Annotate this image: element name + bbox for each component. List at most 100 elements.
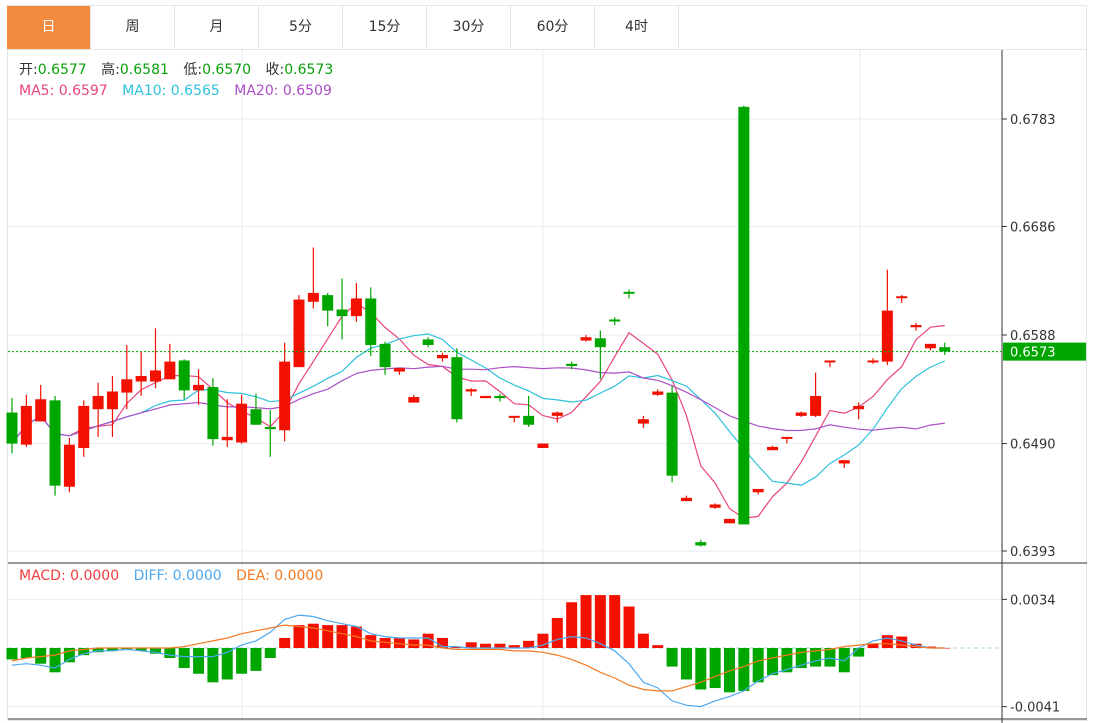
ma5-legend: MA5: 0.6597 bbox=[19, 83, 108, 99]
macd-bar bbox=[709, 648, 721, 689]
macd-bar bbox=[666, 648, 678, 667]
candle bbox=[350, 282, 362, 322]
candle bbox=[164, 343, 176, 380]
candle bbox=[63, 438, 75, 493]
candle-body bbox=[365, 298, 377, 345]
macd-bar bbox=[623, 606, 635, 648]
candle-body bbox=[106, 391, 118, 410]
candle bbox=[609, 317, 621, 326]
candle bbox=[580, 335, 592, 342]
candle-body bbox=[680, 497, 692, 502]
candle-body bbox=[652, 391, 664, 395]
candle-body bbox=[637, 419, 649, 424]
tab-month[interactable]: 月 bbox=[175, 6, 259, 49]
candle-body bbox=[508, 415, 520, 418]
candle-body bbox=[322, 295, 334, 311]
candle-body bbox=[20, 405, 32, 445]
candle bbox=[178, 359, 190, 400]
tab-60min[interactable]: 60分 bbox=[511, 6, 595, 49]
macd-bar bbox=[379, 637, 391, 648]
candle bbox=[92, 382, 104, 437]
macd-bar bbox=[924, 646, 936, 648]
macd-bar bbox=[451, 646, 463, 648]
candle-body bbox=[867, 360, 879, 363]
candle bbox=[838, 460, 850, 468]
tab-15min[interactable]: 15分 bbox=[343, 6, 427, 49]
candle-body bbox=[350, 298, 362, 317]
tab-4hour[interactable]: 4时 bbox=[595, 6, 679, 49]
macd-bar bbox=[594, 595, 606, 648]
macd-bar bbox=[523, 640, 535, 648]
diff-value: DIFF: 0.0000 bbox=[133, 568, 222, 584]
candle bbox=[250, 393, 262, 425]
candle-body bbox=[78, 405, 90, 448]
candle bbox=[767, 445, 779, 451]
candle-body bbox=[92, 395, 104, 410]
macd-bar bbox=[652, 645, 664, 648]
macd-bar bbox=[724, 648, 735, 693]
candle-body bbox=[838, 460, 850, 464]
ma20-legend: MA20: 0.6509 bbox=[234, 83, 332, 99]
candle bbox=[752, 488, 764, 495]
macd-bar bbox=[106, 648, 118, 651]
candle bbox=[121, 344, 133, 410]
candle bbox=[910, 322, 922, 331]
candle bbox=[738, 105, 750, 525]
candle-body bbox=[35, 399, 47, 422]
candle bbox=[422, 337, 434, 348]
high-value: 0.6581 bbox=[119, 62, 169, 78]
candle-body bbox=[451, 357, 463, 420]
price-tick-label: 0.6490 bbox=[1010, 438, 1056, 453]
current-price-badge bbox=[1003, 342, 1086, 361]
candle-body bbox=[523, 415, 535, 425]
candle-body bbox=[853, 405, 865, 410]
ma5-line bbox=[11, 302, 945, 519]
candle bbox=[78, 400, 90, 457]
candle-body bbox=[709, 504, 721, 508]
candle-body bbox=[193, 384, 205, 391]
candle-body bbox=[566, 363, 578, 367]
candle-body bbox=[465, 389, 477, 392]
candle bbox=[781, 436, 793, 444]
tab-30min[interactable]: 30分 bbox=[427, 6, 511, 49]
tab-5min[interactable]: 5分 bbox=[259, 6, 343, 49]
candle-body bbox=[537, 443, 549, 448]
tab-week[interactable]: 周 bbox=[91, 6, 175, 49]
candle-body bbox=[336, 309, 348, 317]
price-tick-label: 0.6783 bbox=[1010, 113, 1056, 128]
candle bbox=[924, 343, 936, 351]
candle bbox=[336, 278, 348, 340]
candle-body bbox=[178, 360, 190, 391]
candle-body bbox=[408, 397, 420, 403]
candle-body bbox=[480, 395, 492, 399]
candle bbox=[408, 394, 420, 403]
candle bbox=[279, 342, 291, 442]
candle bbox=[795, 411, 807, 417]
candle-body bbox=[307, 292, 319, 302]
candle-body bbox=[896, 296, 908, 299]
macd-bar bbox=[695, 648, 707, 690]
candle-body bbox=[767, 446, 779, 451]
candle bbox=[551, 411, 563, 423]
macd-bar bbox=[824, 648, 836, 667]
macd-bar bbox=[910, 643, 922, 648]
close-label: 收: bbox=[265, 62, 285, 78]
macd-tick-label: -0.0041 bbox=[1010, 701, 1060, 716]
ma20-line bbox=[11, 365, 945, 444]
current-price-label: 0.6573 bbox=[1010, 346, 1056, 361]
macd-bar bbox=[465, 642, 477, 648]
candle-body bbox=[221, 436, 233, 441]
candle-body bbox=[781, 436, 793, 439]
macd-bar bbox=[221, 648, 233, 680]
macd-bar bbox=[637, 633, 649, 648]
macd-bar bbox=[551, 617, 563, 648]
macd-bar bbox=[408, 639, 420, 648]
candle bbox=[207, 378, 219, 446]
macd-bar bbox=[365, 635, 377, 648]
candle bbox=[494, 393, 506, 402]
macd-bar bbox=[867, 643, 879, 648]
ma10-line bbox=[11, 333, 946, 486]
tab-day[interactable]: 日 bbox=[7, 6, 91, 49]
candle-body bbox=[738, 106, 750, 525]
